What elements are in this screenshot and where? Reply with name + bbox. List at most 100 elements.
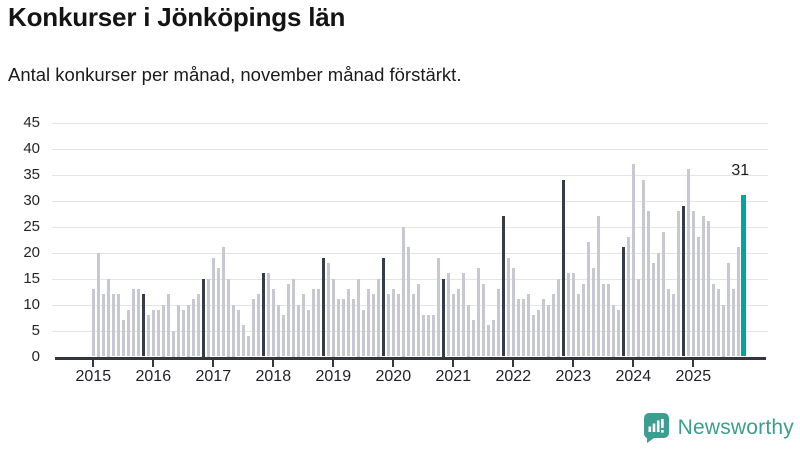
bar-2018-04: [286, 283, 290, 357]
y-axis-tick-label: 20: [23, 243, 40, 261]
bar-2018-12: [326, 262, 330, 357]
bar-2016-09: [191, 299, 195, 357]
bar-2021-02: [456, 288, 460, 357]
bar-2018-02: [276, 304, 280, 357]
bar-2015-04: [106, 278, 110, 357]
bar-2017-04: [226, 278, 230, 357]
bar-2020-09: [431, 314, 435, 357]
bar-2023-04: [586, 242, 590, 357]
bar-2019-06: [356, 278, 360, 357]
bar-2020-08: [426, 314, 430, 357]
bar-2019-09: [371, 294, 375, 357]
bar-2019-07: [361, 309, 365, 357]
bar-2025-07: [721, 304, 725, 357]
x-axis-tick: [392, 359, 395, 367]
bar-2017-09: [251, 299, 255, 357]
bar-2022-09: [551, 294, 555, 357]
bar-2015-05: [111, 294, 115, 357]
bar-2015-09: [131, 288, 135, 357]
bar-2018-03: [281, 314, 285, 357]
bar-2015-08: [126, 309, 130, 357]
gridline-y5: [52, 330, 768, 332]
bar-2020-01: [391, 288, 395, 357]
x-axis-year-label: 2017: [195, 368, 232, 385]
bar-2021-07: [481, 283, 485, 357]
x-axis-tick: [152, 359, 155, 367]
y-axis-tick-label: 15: [23, 269, 40, 287]
x-axis-year-label: 2025: [675, 368, 712, 385]
bar-2015-07: [121, 320, 125, 357]
bar-2021-04: [466, 304, 470, 357]
bar-2019-04: [346, 288, 350, 357]
bar-2017-03: [221, 247, 225, 357]
bar-2019-01: [331, 278, 335, 357]
bar-2018-11: [321, 257, 325, 357]
x-axis-tick: [512, 359, 515, 367]
gridline-y45: [52, 122, 768, 124]
bar-2024-11: [681, 205, 685, 357]
bar-2020-04: [406, 247, 410, 357]
bar-2018-07: [301, 294, 305, 357]
bar-2018-09: [311, 288, 315, 357]
bar-2017-07: [241, 325, 245, 357]
bar-2016-01: [151, 309, 155, 357]
bar-2022-01: [511, 268, 515, 357]
x-axis-year-label: 2022: [495, 368, 532, 385]
y-axis-tick-label: 40: [23, 139, 40, 157]
bar-2024-12: [686, 169, 690, 357]
bar-2022-02: [516, 299, 520, 357]
bar-2016-05: [171, 330, 175, 357]
bar-2022-05: [531, 314, 535, 357]
bar-2018-10: [316, 288, 320, 357]
y-axis-tick-label: 45: [23, 113, 40, 131]
bar-2019-11: [381, 257, 385, 357]
bar-2023-03: [581, 283, 585, 357]
x-axis-tick: [272, 359, 275, 367]
bar-2024-01: [631, 164, 635, 357]
chart-subtitle: Antal konkurser per månad, november måna…: [8, 64, 462, 85]
bar-2024-05: [651, 262, 655, 357]
bar-2020-07: [421, 314, 425, 357]
newsworthy-logo: Newsworthy: [642, 412, 794, 443]
bar-2025-01: [691, 210, 695, 357]
bar-2023-07: [601, 283, 605, 357]
bar-2017-02: [216, 268, 220, 357]
bar-2025-02: [696, 236, 700, 357]
bar-2016-07: [181, 309, 185, 357]
bar-2016-02: [156, 309, 160, 357]
x-axis-year-label: 2023: [555, 368, 592, 385]
bar-2021-10: [496, 288, 500, 357]
bar-2024-10: [676, 210, 680, 357]
bar-2023-12: [626, 236, 630, 357]
page-title: Konkurser i Jönköpings län: [8, 2, 346, 32]
bar-2016-06: [176, 304, 180, 357]
x-axis-tick: [692, 359, 695, 367]
bar-2016-12: [206, 278, 210, 357]
bar-2016-03: [161, 304, 165, 357]
gridline-y25: [52, 226, 768, 228]
bar-2023-05: [591, 268, 595, 357]
bar-2020-06: [416, 283, 420, 357]
x-axis-year-label: 2019: [315, 368, 352, 385]
gridline-y35: [52, 174, 768, 176]
bar-2017-11: [261, 273, 265, 357]
newsworthy-logo-text: Newsworthy: [677, 415, 794, 439]
y-axis-tick-label: 30: [23, 191, 40, 209]
bar-2022-03: [521, 299, 525, 357]
bar-2019-05: [351, 299, 355, 357]
y-axis-tick-label: 25: [23, 217, 40, 235]
bar-2022-04: [526, 294, 530, 357]
bar-2023-10: [616, 309, 620, 357]
bar-2019-08: [366, 288, 370, 357]
bar-2019-12: [386, 294, 390, 357]
bar-2022-06: [536, 309, 540, 357]
bar-2025-04: [706, 221, 710, 357]
bar-2021-03: [461, 273, 465, 357]
bar-2025-08: [726, 262, 730, 357]
bar-2022-07: [541, 299, 545, 357]
x-axis-year-label: 2021: [435, 368, 472, 385]
x-axis-year-label: 2016: [135, 368, 172, 385]
bar-2015-01: [91, 288, 95, 357]
bar-2025-11: [741, 195, 746, 357]
